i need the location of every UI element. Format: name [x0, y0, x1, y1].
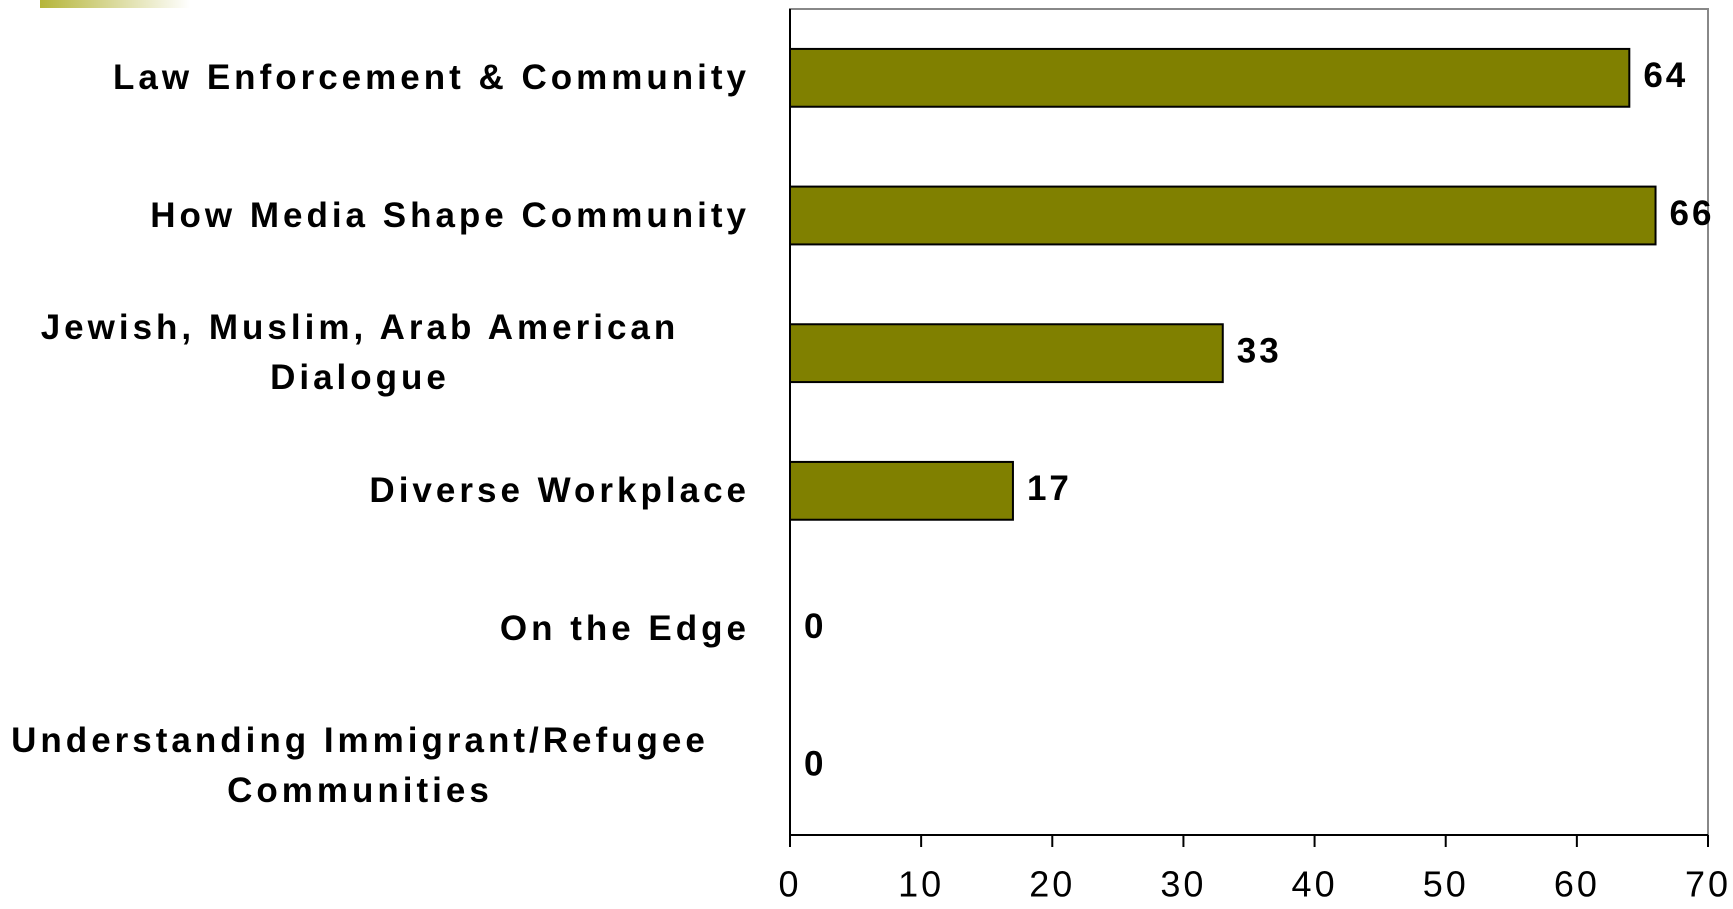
y-tick-label: On the Edge	[499, 608, 750, 648]
value-label: 64	[1643, 56, 1688, 95]
decoration	[40, 0, 190, 8]
bar	[789, 185, 1657, 246]
category-label-box: How Media Shape Community	[0, 191, 750, 241]
category-label-box: On the Edge	[0, 604, 750, 654]
bar	[789, 460, 1014, 521]
category-label-box: Diverse Workplace	[0, 466, 750, 516]
x-tick-label: 30	[1160, 864, 1206, 905]
bar	[789, 323, 1224, 384]
y-tick-label: Understanding Immigrant/Refugee Communit…	[11, 721, 709, 811]
value-label: 0	[804, 607, 826, 646]
value-label: 17	[1027, 469, 1072, 508]
category-label-box: Understanding Immigrant/Refugee Communit…	[0, 716, 750, 816]
x-tick-label: 20	[1029, 864, 1075, 905]
category-label-box: Jewish, Muslim, Arab American Dialogue	[0, 303, 750, 403]
y-tick-label: How Media Shape Community	[150, 195, 750, 235]
y-tick-label: Law Enforcement & Community	[113, 57, 750, 97]
x-tick-label: 0	[778, 864, 801, 905]
x-tick-label: 70	[1685, 864, 1731, 905]
x-tick-label: 50	[1423, 864, 1469, 905]
plot-area	[789, 8, 1709, 836]
y-tick-label: Diverse Workplace	[369, 470, 750, 510]
value-label: 0	[804, 744, 826, 783]
x-tick-label: 10	[898, 864, 944, 905]
category-label-box: Law Enforcement & Community	[0, 53, 750, 103]
value-label: 66	[1670, 194, 1715, 233]
x-tick-label: 60	[1554, 864, 1600, 905]
bar	[789, 47, 1631, 108]
x-tick-label: 40	[1292, 864, 1338, 905]
value-label: 33	[1237, 331, 1282, 370]
y-tick-label: Jewish, Muslim, Arab American Dialogue	[40, 308, 680, 398]
